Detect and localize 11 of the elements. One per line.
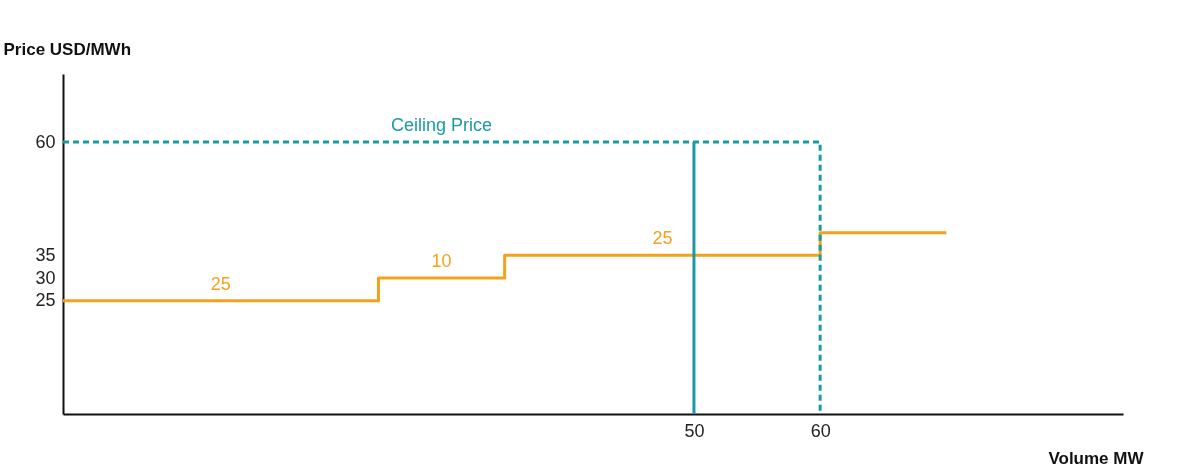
x-tick-label: 50 (684, 420, 705, 441)
annotation: 10 (431, 251, 452, 271)
y-tick-label: 60 (35, 131, 56, 152)
x-axis-title: Volume MW (1048, 448, 1145, 465)
y-tick-label: 35 (35, 244, 56, 265)
y-tick-label: 30 (35, 267, 56, 288)
y-tick-label: 25 (35, 290, 56, 311)
annotation: 25 (652, 228, 673, 249)
series-label: Ceiling Price (391, 115, 493, 135)
annotation: 25 (210, 273, 231, 294)
y-axis-title: Price USD/MWh (3, 39, 132, 59)
